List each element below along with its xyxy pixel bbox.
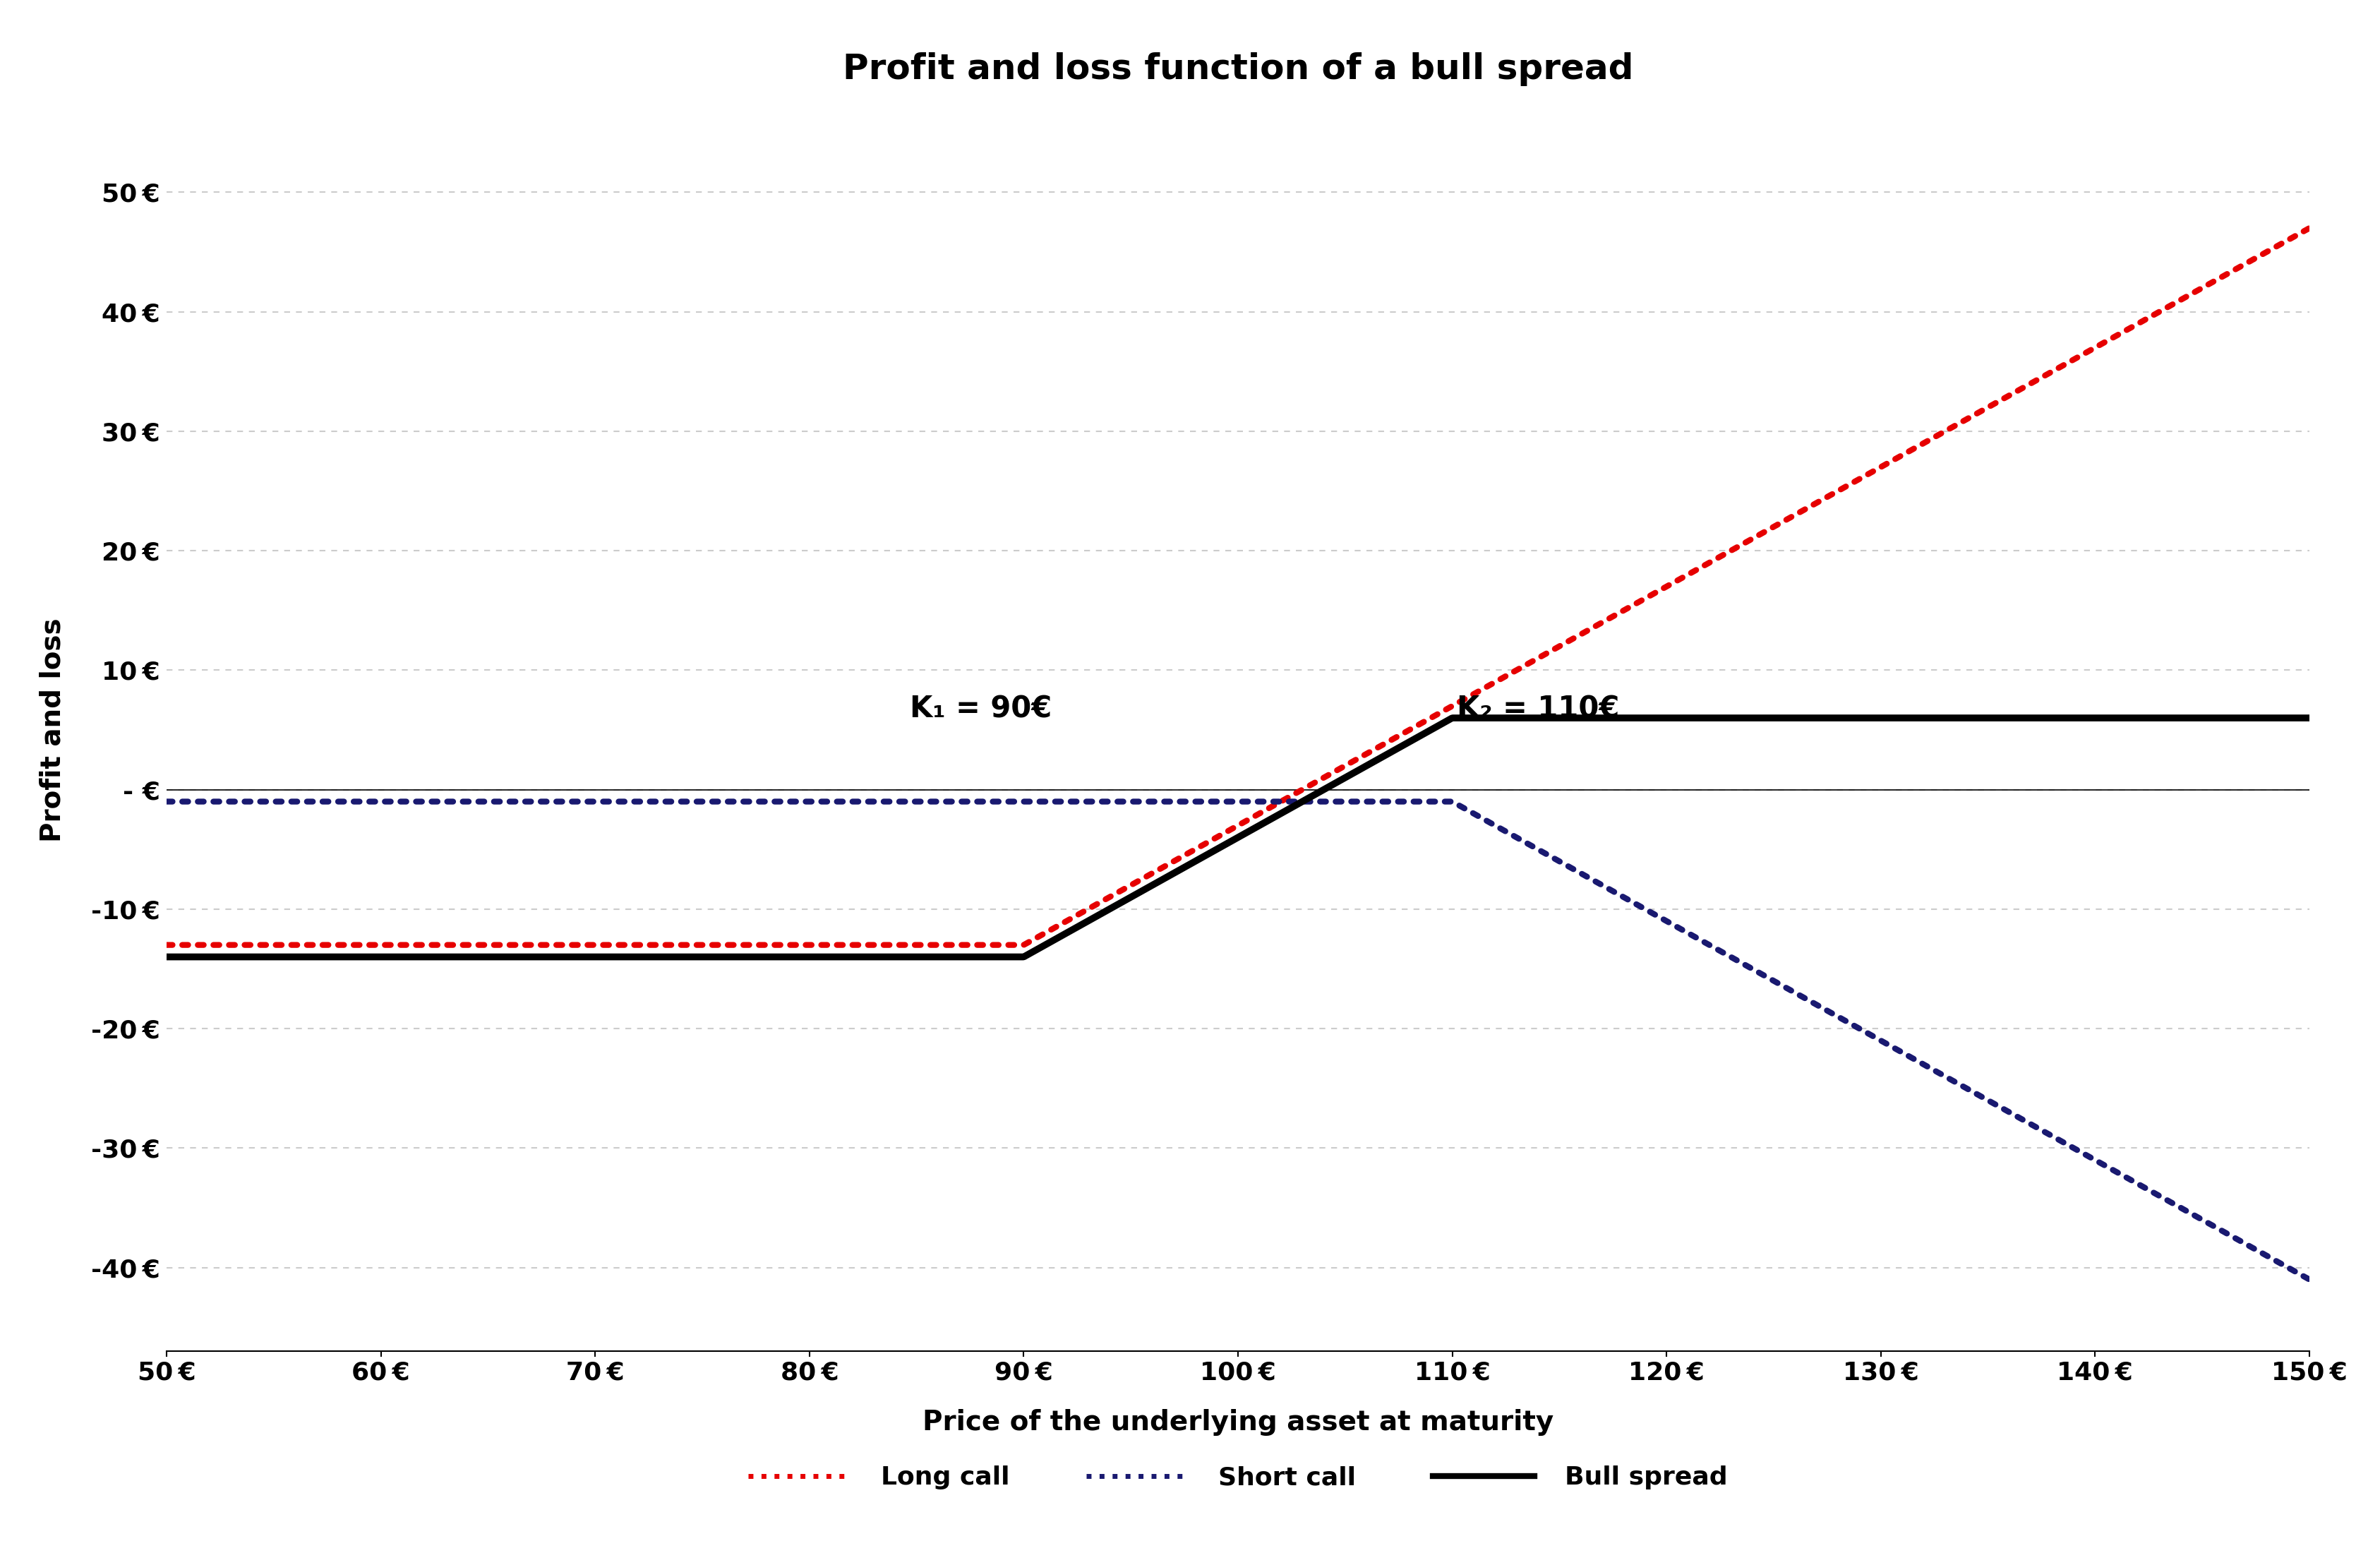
Short call: [1195, 792, 1223, 811]
Long call: [2230, 255, 2259, 273]
Bull spread: [1138, 876, 1166, 895]
Long call: [1138, 865, 1166, 884]
Short call: [2230, 1235, 2259, 1253]
Bull spread: [262, 947, 290, 966]
Text: K₂ = 110€: K₂ = 110€: [1457, 694, 1618, 724]
Bull spread: [1438, 708, 1466, 727]
Title: Profit and loss function of a bull spread: Profit and loss function of a bull sprea…: [843, 53, 1633, 87]
Short call: [1840, 1016, 1868, 1034]
Bull spread: [1195, 845, 1223, 863]
Long call: [2232, 253, 2261, 272]
Bull spread: [2294, 708, 2323, 727]
Bull spread: [2232, 708, 2261, 727]
Bull spread: [1840, 708, 1868, 727]
Y-axis label: Profit and loss: Profit and loss: [40, 618, 67, 842]
Short call: [262, 792, 290, 811]
Long call: [1840, 472, 1868, 491]
Long call: [1195, 832, 1223, 851]
Legend: Long call, Short call, Bull spread: Long call, Short call, Bull spread: [738, 1455, 1737, 1500]
Long call: [152, 935, 181, 954]
Line: Long call: Long call: [167, 228, 2309, 944]
Text: K₁ = 90€: K₁ = 90€: [909, 694, 1052, 724]
Long call: [262, 935, 290, 954]
Bull spread: [2232, 708, 2261, 727]
X-axis label: Price of the underlying asset at maturity: Price of the underlying asset at maturit…: [921, 1409, 1554, 1437]
Short call: [152, 792, 181, 811]
Long call: [2294, 219, 2323, 238]
Line: Short call: Short call: [167, 801, 2309, 1280]
Line: Bull spread: Bull spread: [167, 717, 2309, 957]
Short call: [2294, 1270, 2323, 1289]
Short call: [1138, 792, 1166, 811]
Bull spread: [152, 947, 181, 966]
Short call: [2232, 1236, 2261, 1255]
